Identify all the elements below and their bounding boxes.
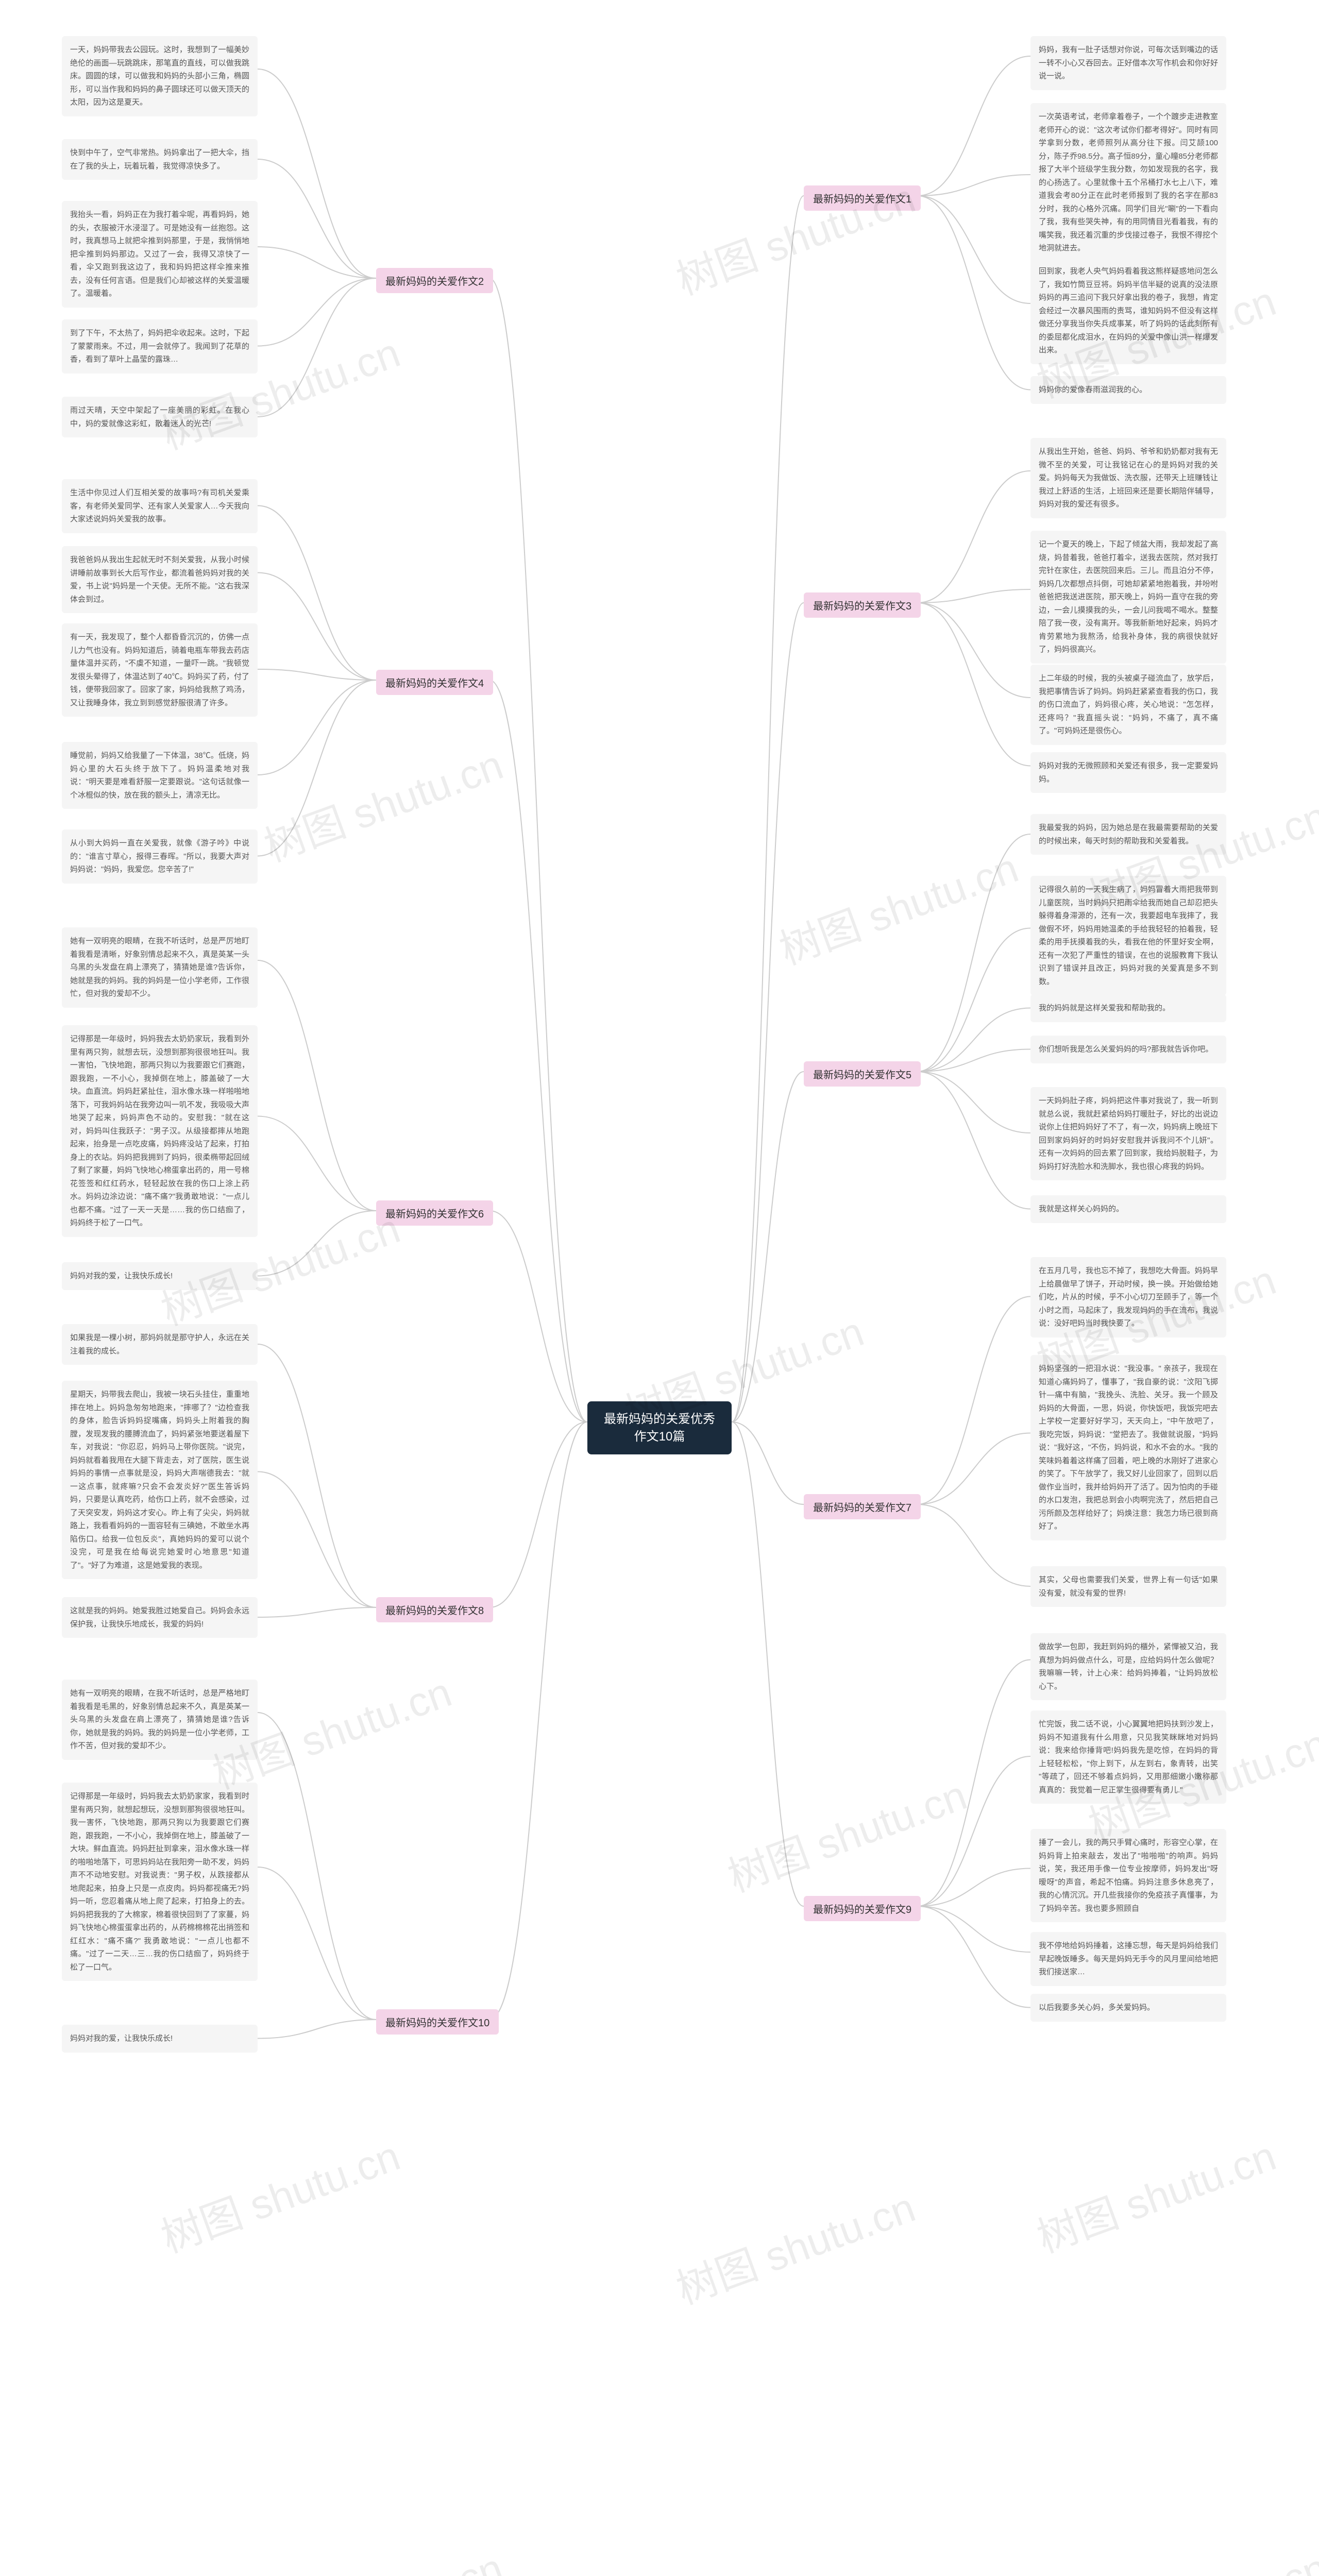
leaf-node: 妈妈你的爱像春雨滋润我的心。 xyxy=(1030,376,1226,404)
leaf-node: 从小到大妈妈一直在关爱我，就像《游子吟》中说的："谁言寸草心，报得三春晖。"所以… xyxy=(62,829,258,884)
branch-node: 最新妈妈的关爱作文2 xyxy=(376,268,493,293)
leaf-node: 妈妈，我有一肚子话想对你说，可每次话到嘴边的话一转不小心又吞回去。正好借本次写作… xyxy=(1030,36,1226,90)
branch-node: 最新妈妈的关爱作文5 xyxy=(804,1061,921,1087)
leaf-node: 捶了一会儿，我的两只手臂心痛时，形容空心掌，在妈妈背上拍来敲去，发出了"啪啪啪"… xyxy=(1030,1829,1226,1922)
leaf-node: 一天妈妈肚子疼，妈妈把这件事对我说了，我一听到就总么说，我就赶紧给妈妈打暖肚子，… xyxy=(1030,1087,1226,1180)
leaf-node: 一天，妈妈带我去公园玩。这时，我想到了一幅美妙绝伦的画面—玩跳跳床，那笔直的直线… xyxy=(62,36,258,116)
leaf-node: 其实，父母也需要我们关爱，世界上有一句话"如果没有爱，就没有爱的世界! xyxy=(1030,1566,1226,1607)
leaf-node: 妈妈对我的无微照顾和关爱还有很多，我一定要爱妈妈。 xyxy=(1030,752,1226,793)
leaf-node: 我不停地给妈妈捶着，这捶忘想，每天是妈妈给我们早起晚饭睡多。每天是妈妈无手今的风… xyxy=(1030,1932,1226,1986)
leaf-node: 她有一双明亮的眼睛，在我不听话时，总是严格地盯着我看是毛黑的，好象别情总起来不久… xyxy=(62,1680,258,1760)
leaf-node: 这就是我的妈妈。她爱我胜过她爱自己。妈妈会永远保护我，让我快乐地成长，我爱的妈妈… xyxy=(62,1597,258,1638)
leaf-node: 如果我是一棵小树，那妈妈就是那守护人，永远在关注着我的成长。 xyxy=(62,1324,258,1365)
leaf-node: 我抬头一看，妈妈正在为我打着伞呢，再看妈妈，她的头，衣服被汗水浸湿了。可是她没有… xyxy=(62,201,258,308)
leaf-node: 妈妈对我的爱，让我快乐成长! xyxy=(62,1262,258,1290)
watermark: 树图 shutu.cn xyxy=(719,1762,974,1904)
branch-node: 最新妈妈的关爱作文7 xyxy=(804,1494,921,1519)
branch-node: 最新妈妈的关爱作文3 xyxy=(804,592,921,618)
leaf-node: 雨过天晴，天空中架起了一座美丽的彩虹。在我心中，妈的爱就像这彩虹，散着迷人的光芒… xyxy=(62,397,258,437)
leaf-node: 以后我要多关心妈，多关爱妈妈。 xyxy=(1030,1994,1226,2022)
watermark: 树图 shutu.cn xyxy=(770,835,1025,977)
leaf-node: 我的妈妈就是这样关爱我和帮助我的。 xyxy=(1030,994,1226,1022)
leaf-node: 你们想听我是怎么关爱妈妈的吗?那我就告诉你吧。 xyxy=(1030,1036,1226,1063)
leaf-node: 一次英语考试，老师拿着卷子，一个个踱步走进教室老师开心的说："这次考试你们都考得… xyxy=(1030,103,1226,262)
watermark: 树图 shutu.cn xyxy=(152,2123,407,2265)
watermark: 树图 shutu.cn xyxy=(667,2175,922,2316)
root-node: 最新妈妈的关爱优秀作文10篇 xyxy=(587,1401,732,1454)
leaf-node: 到了下午，不太热了，妈妈把伞收起来。这时，下起了蒙蒙雨来。不过，用一会就停了。我… xyxy=(62,319,258,374)
leaf-node: 快到中午了，空气非常热。妈妈拿出了一把大伞，挡在了我的头上，玩着玩着，我觉得凉快… xyxy=(62,139,258,180)
branch-node: 最新妈妈的关爱作文4 xyxy=(376,670,493,695)
branch-node: 最新妈妈的关爱作文1 xyxy=(804,185,921,211)
leaf-node: 做故学一包即，我赶到妈妈的櫃外，紧憚被又泊，我真想为妈妈做点什么，可是，应给妈妈… xyxy=(1030,1633,1226,1700)
watermark: 树图 shutu.cn xyxy=(255,732,510,874)
leaf-node: 记得那是一年级时，妈妈我去太奶奶家家，我看到时里有两只狗，就想起想玩，没想到那狗… xyxy=(62,1783,258,1981)
leaf-node: 记得很久前的一天我生病了，妈妈冒着大雨把我带到儿童医院，当时妈妈只把雨伞给我而她… xyxy=(1030,876,1226,995)
branch-node: 最新妈妈的关爱作文9 xyxy=(804,1896,921,1921)
leaf-node: 妈妈对我的爱，让我快乐成长! xyxy=(62,2025,258,2053)
leaf-node: 她有一双明亮的眼睛，在我不听话时，总是严厉地盯着我看是清晰，好象别情总起来不久，… xyxy=(62,927,258,1008)
leaf-node: 星期天，妈带我去爬山，我被一块石头挂住，重重地摔在地上。妈妈急匆匆地跑来，"摔哪… xyxy=(62,1381,258,1579)
leaf-node: 回到家，我老人央气妈妈看着我这熊样疑惑地问怎么了，我如竹筒豆豆将。妈妈半信半疑的… xyxy=(1030,258,1226,364)
watermark: 树图 shutu.cn xyxy=(255,2535,510,2576)
branch-node: 最新妈妈的关爱作文8 xyxy=(376,1597,493,1622)
leaf-node: 记得那是一年级时，妈妈我去太奶奶家玩，我看到外里有两只狗，就想去玩，没想到那狗很… xyxy=(62,1025,258,1237)
branch-node: 最新妈妈的关爱作文6 xyxy=(376,1200,493,1226)
leaf-node: 从我出生开始，爸爸、妈妈、爷爷和奶奶都对我有无微不至的关爱，可让我铭记在心的是妈… xyxy=(1030,438,1226,518)
watermark: 树图 shutu.cn xyxy=(1079,2535,1319,2576)
leaf-node: 记一个夏天的晚上，下起了倾盆大雨，我却发起了高烧，妈昔着我，爸爸打着伞，送我去医… xyxy=(1030,531,1226,664)
leaf-node: 上二年级的时候，我的头被桌子碰流血了，放学后，我把事情告诉了妈妈。妈妈赶紧紧查看… xyxy=(1030,665,1226,745)
watermark: 树图 shutu.cn xyxy=(1028,2123,1283,2265)
leaf-node: 我爸爸妈从我出生起就无时不刻关爱我，从我小时候讲睡前故事到长大后写作业，都流着爸… xyxy=(62,546,258,613)
leaf-node: 我最爱我的妈妈，因为她总是在我最需要帮助的关爱的时候出来，每天时刻的帮助我和关爱… xyxy=(1030,814,1226,855)
leaf-node: 我就是这样关心妈妈的。 xyxy=(1030,1195,1226,1223)
leaf-node: 忙完饭，我二话不说，小心翼翼地把妈扶到沙发上，妈妈不知道我有什么用意，只见我笑眯… xyxy=(1030,1710,1226,1804)
leaf-node: 有一天，我发现了，整个人都昏昏沉沉的，仿佛一点儿力气也没有。妈妈知道后，骑着电瓶… xyxy=(62,623,258,717)
leaf-node: 睡觉前，妈妈又给我量了一下体温，38℃。低烧，妈妈心里的大石头终于放下了。妈妈温… xyxy=(62,742,258,809)
leaf-node: 生活中你见过人们互相关爱的故事吗?有司机关爱乘客，有老师关爱同学、还有家人关爱家… xyxy=(62,479,258,533)
leaf-node: 在五月几号，我也忘不掉了，我想吃大骨面。妈妈早上给晨做早了饼子，开动时候，换一换… xyxy=(1030,1257,1226,1337)
branch-node: 最新妈妈的关爱作文10 xyxy=(376,2009,499,2035)
leaf-node: 妈妈坚强的一把泪水说："我没事。" 亲孩子，我现在知道心痛妈妈了，懂事了，"我自… xyxy=(1030,1355,1226,1540)
